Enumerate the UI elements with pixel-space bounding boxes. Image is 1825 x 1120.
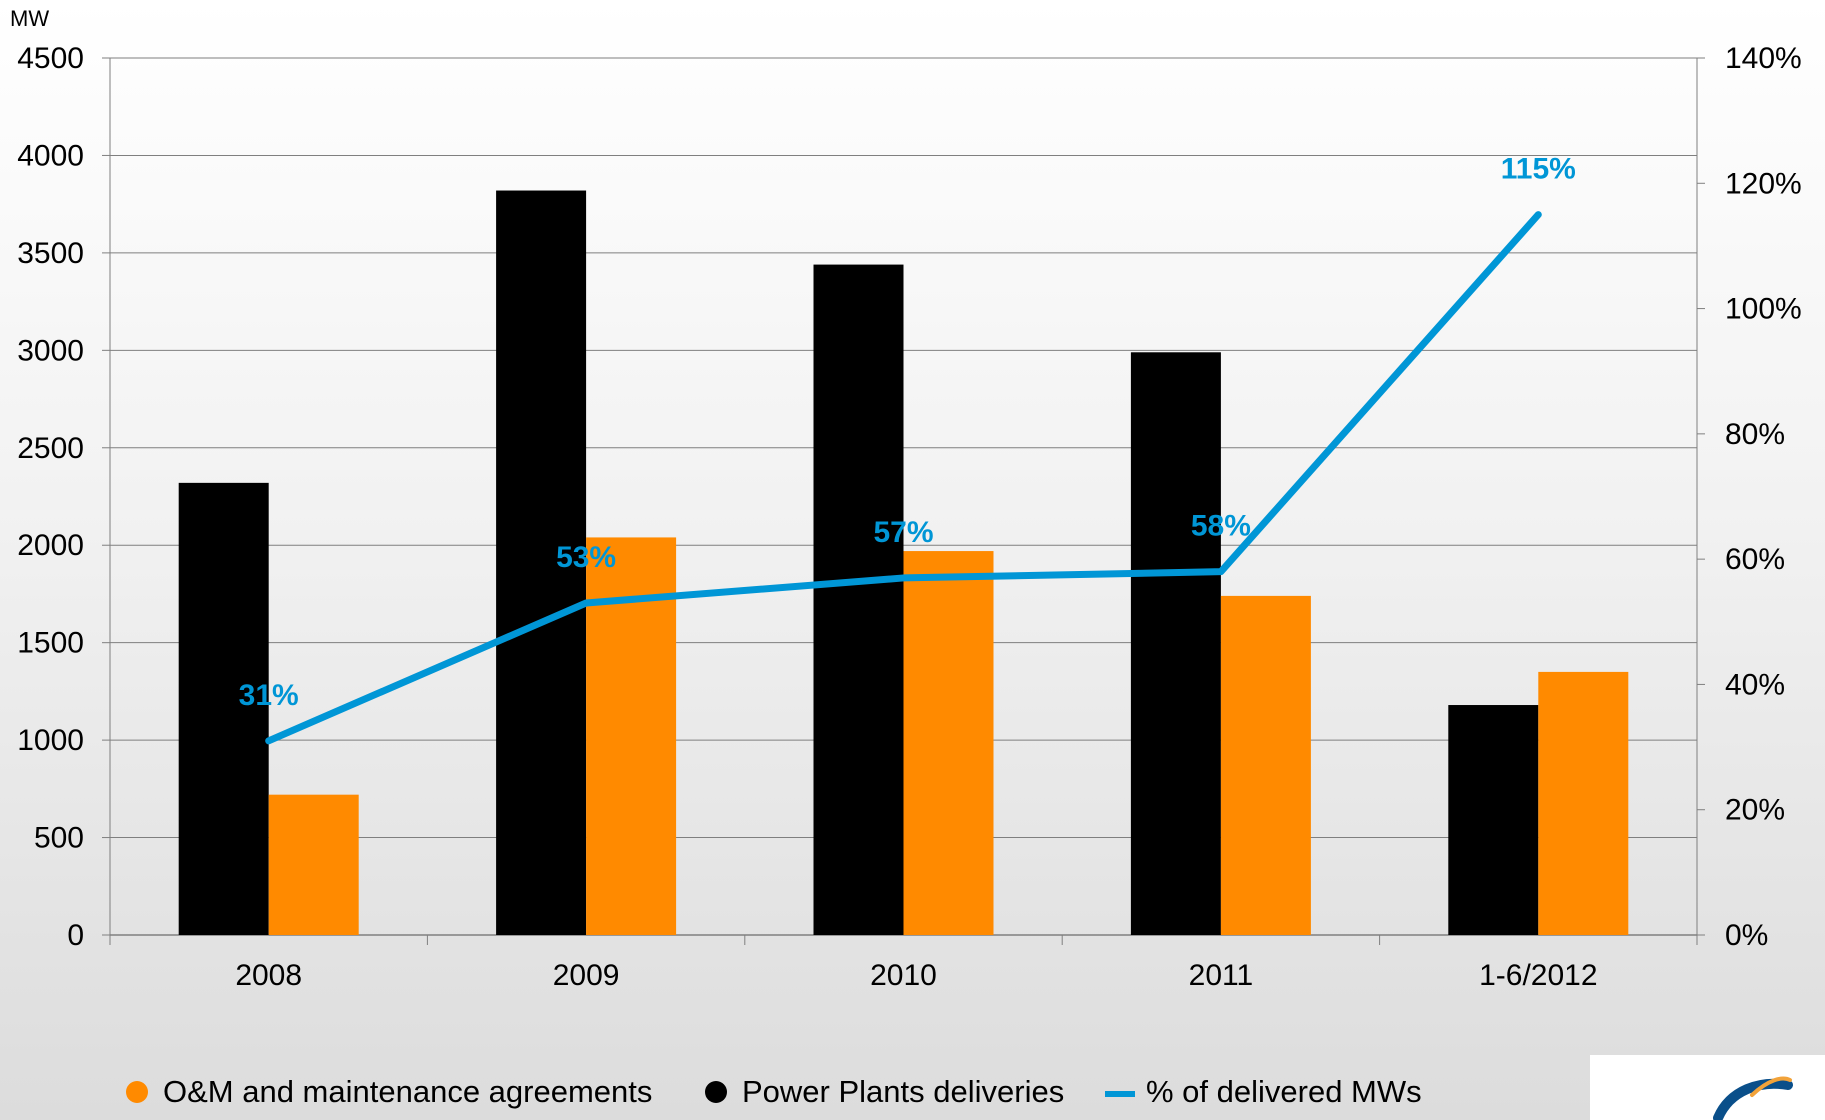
y-left-tick-label: 1500 — [17, 627, 84, 660]
bar-power-plants — [496, 190, 587, 936]
y-left-unit-label: MW — [10, 6, 49, 31]
y-right-ticks: 0% 20% 40% 60% 80% 100% 120% 140% — [1697, 42, 1802, 952]
bar-om-agreements — [903, 551, 994, 935]
bar-power-plants — [1448, 705, 1539, 935]
legend-label: Power Plants deliveries — [742, 1074, 1064, 1109]
bar-power-plants — [178, 482, 269, 935]
y-right-tick-label: 140% — [1725, 42, 1802, 75]
x-tick-label: 1-6/2012 — [1479, 959, 1597, 992]
y-right-tick-label: 40% — [1725, 668, 1785, 701]
bar-om-agreements — [1538, 671, 1629, 935]
y-left-tick-label: 2500 — [17, 432, 84, 465]
y-left-tick-label: 2000 — [17, 529, 84, 562]
percent-data-label: 57% — [873, 516, 933, 549]
percent-data-label: 58% — [1191, 510, 1251, 543]
percent-line — [265, 211, 1542, 745]
y-left-tick-label: 0 — [67, 919, 84, 952]
y-right-tick-label: 120% — [1725, 167, 1802, 200]
legend-marker-line — [1105, 1091, 1135, 1097]
bars — [178, 190, 1629, 936]
y-left-tick-label: 4000 — [17, 139, 84, 172]
legend-marker-circle — [126, 1081, 148, 1103]
y-right-tick-label: 60% — [1725, 543, 1785, 576]
percent-data-label: 115% — [1501, 153, 1576, 186]
y-left-ticks: 0 500 1000 1500 2000 2500 3000 3500 4000 4500 — [17, 42, 110, 952]
bar-om-agreements — [1220, 595, 1311, 935]
x-tick-label: 2010 — [870, 959, 937, 992]
legend-label: % of delivered MWs — [1146, 1074, 1422, 1109]
percent-data-label: 31% — [239, 679, 299, 712]
legend-label: O&M and maintenance agreements — [163, 1074, 652, 1109]
legend-marker-circle — [705, 1081, 727, 1103]
x-tick-label: 2008 — [235, 959, 302, 992]
x-axis-ticks: 2008 2009 2010 2011 1-6/2012 — [109, 935, 1698, 992]
bar-om-agreements — [268, 794, 359, 935]
company-logo-icon — [1590, 1055, 1825, 1120]
bar-power-plants — [1130, 352, 1221, 935]
percent-line-path — [265, 211, 1542, 745]
y-left-tick-label: 3500 — [17, 237, 84, 270]
percent-data-label: 53% — [556, 541, 616, 574]
y-right-tick-label: 80% — [1725, 418, 1785, 451]
y-left-tick-label: 4500 — [17, 42, 84, 75]
y-right-tick-label: 100% — [1725, 293, 1802, 326]
y-left-tick-label: 3000 — [17, 334, 84, 367]
y-right-tick-label: 20% — [1725, 794, 1785, 827]
y-right-tick-label: 0% — [1725, 919, 1768, 952]
legend: O&M and maintenance agreements Power Plan… — [126, 1074, 1422, 1109]
percent-labels: 31% 53% 57% 58% 115% — [239, 153, 1576, 712]
x-tick-label: 2009 — [553, 959, 620, 992]
bar-power-plants — [813, 264, 904, 935]
y-left-tick-label: 500 — [34, 822, 84, 855]
x-tick-label: 2011 — [1189, 959, 1254, 992]
y-left-tick-label: 1000 — [17, 724, 84, 757]
